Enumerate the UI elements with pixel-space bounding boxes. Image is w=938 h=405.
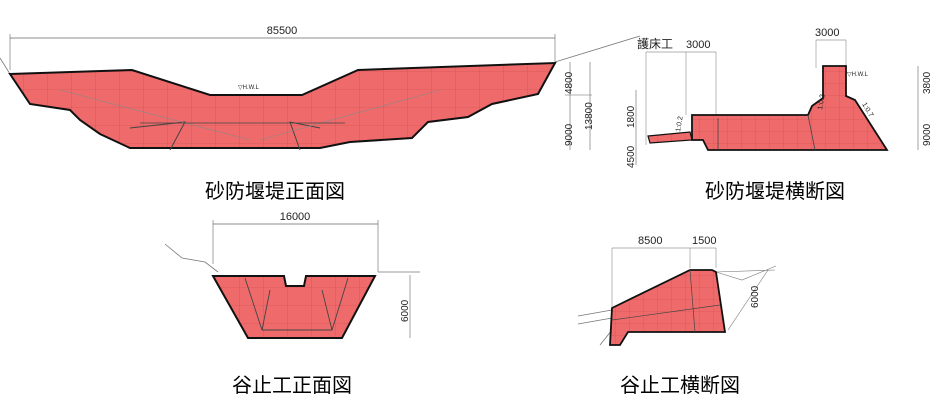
- groyne-front-body: [211, 275, 377, 339]
- groyne-cross-view: 8500 1500 6000: [577, 235, 777, 346]
- cross-dim-4500: 4500: [626, 145, 637, 168]
- groyne-width-a: 8500: [638, 235, 662, 247]
- apron-label: 護床工: [637, 36, 673, 51]
- cross-dam-body: [691, 65, 889, 151]
- front-dim-13800: 13800: [584, 102, 595, 130]
- front-dim-9000: 9000: [564, 123, 575, 146]
- groyne-cross-caption: 谷止工横断図: [620, 373, 740, 397]
- groyne-cross-body: [609, 269, 727, 346]
- front-dam-body: [8, 61, 557, 149]
- crest-width: 3000: [815, 27, 839, 39]
- front-hwl: ▽H.W.L: [238, 85, 260, 91]
- slope-up2-label: 1:0.2: [817, 94, 827, 111]
- sabo-dam-cross-caption: 砂防堰堤横断図: [705, 179, 845, 203]
- sabo-dam-cross-view: 護床工 3000 3000 ▽H.W.L 1:0.2 1:0.2 1:0.7 1…: [626, 27, 933, 168]
- sabo-dam-front-caption: 砂防堰堤正面図: [205, 179, 345, 203]
- groyne-width-b: 1500: [692, 235, 716, 247]
- groyne-front-height: 6000: [400, 299, 411, 322]
- cross-dim-9000: 9000: [922, 123, 933, 146]
- groyne-front-view: 16000 6000: [164, 211, 420, 339]
- groyne-front-caption: 谷止工正面図: [232, 373, 352, 397]
- front-width-label: 85500: [267, 25, 298, 37]
- cross-hwl: ▽H.W.L: [847, 72, 869, 78]
- apron-width: 3000: [686, 39, 710, 51]
- groyne-cross-height: 6000: [750, 285, 761, 308]
- front-dim-4800: 4800: [564, 71, 575, 94]
- cross-dim-3800: 3800: [922, 71, 933, 94]
- groyne-front-width: 16000: [280, 211, 311, 223]
- cross-dim-1800: 1800: [626, 105, 637, 128]
- sabo-dam-front-view: 85500 ▽H.W.L 4800 9000 13800: [0, 25, 641, 151]
- apron-slab: [647, 131, 693, 144]
- slope-up-label: 1:0.2: [675, 116, 685, 133]
